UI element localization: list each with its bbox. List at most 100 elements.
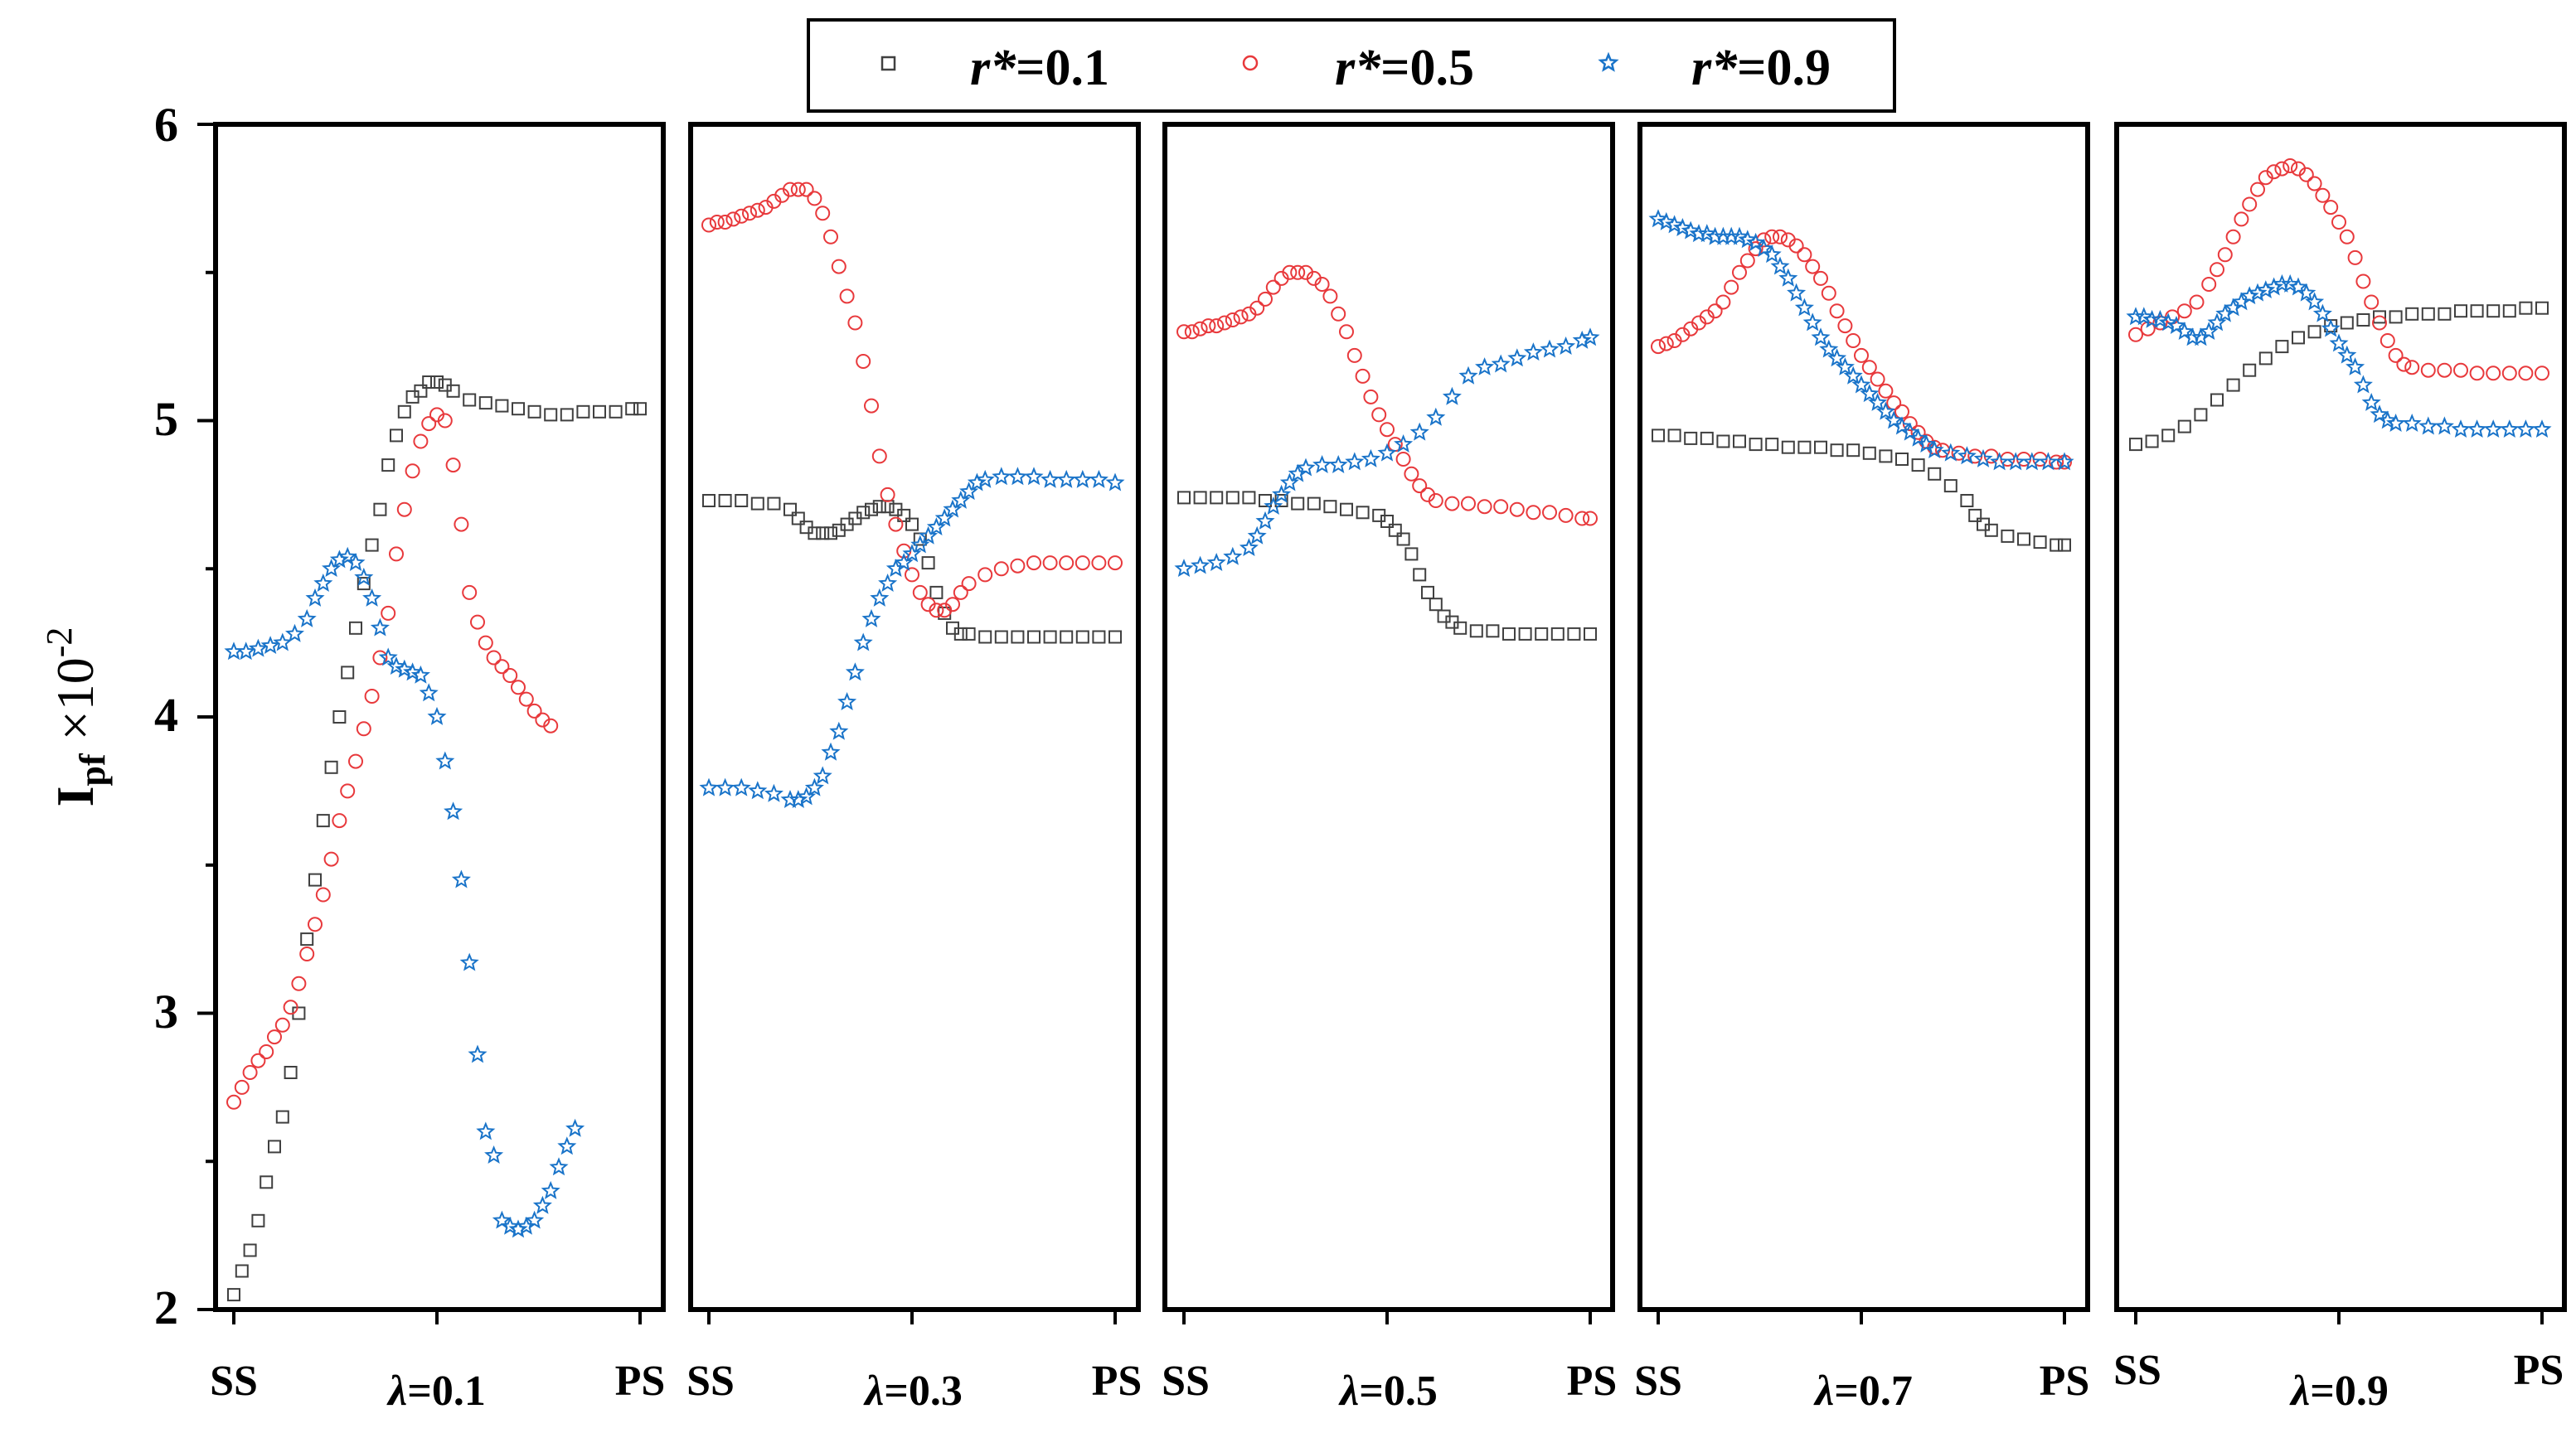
data-point-circle [2225,229,2241,245]
data-point-star [829,721,849,740]
data-point-star [492,1210,512,1229]
legend-label-r05: r*=0.5 [1335,40,1474,96]
data-point-star [699,777,719,796]
data-point-circle [2315,187,2331,203]
legend-marker-square [880,56,896,71]
data-point-square [275,1110,289,1124]
data-point-star [410,665,430,684]
data-point-star [1272,484,1292,503]
data-point-star [2256,280,2276,299]
data-point-star [1794,298,1814,317]
data-point-circle [348,753,363,769]
data-point-circle [511,680,526,695]
data-point-star [919,525,939,545]
data-point-square [824,526,837,540]
data-point-circle [2518,366,2534,381]
data-point-star [2158,312,2178,332]
data-point-square [1984,523,1998,537]
data-point-circle [1331,306,1346,322]
data-point-circle [1404,466,1419,482]
data-point-square [2373,310,2386,324]
data-point-circle [1805,259,1821,274]
data-point-circle [1813,270,1828,286]
data-point-square [1652,428,1665,443]
data-point-circle [2355,274,2371,289]
data-point-square [1307,496,1321,511]
data-point-circle [470,614,485,630]
data-point-star [2207,312,2227,332]
data-point-square [251,1213,265,1227]
data-point-star [992,467,1011,486]
data-point-circle [2217,247,2233,263]
y-tick-label: 3 [154,985,178,1039]
data-point-circle [1184,324,1200,340]
data-point-circle [2201,277,2217,292]
data-point-circle [267,1029,282,1045]
data-point-star [557,1136,577,1155]
data-point-star [248,638,268,657]
data-point-circle [259,1044,274,1059]
data-point-square [1879,449,1893,463]
data-point-star [2361,392,2381,411]
data-point-square [373,502,387,516]
data-point-star [1361,448,1380,467]
panel-ps-label: PS [1092,1358,1142,1405]
data-point-square [978,630,992,644]
data-point-circle [1732,264,1747,280]
data-point-star [2199,322,2219,341]
data-point-star [2022,452,2042,471]
data-point-circle [1658,336,1674,351]
data-point-star [1507,348,1527,367]
data-point-circle [807,191,822,206]
legend-label-r01: r*=0.1 [970,40,1109,96]
data-point-circle [1380,422,1395,438]
data-point-square [1943,479,1957,493]
data-point-square [767,496,781,511]
data-point-circle [2189,294,2205,310]
data-point-circle [945,597,960,612]
data-point-star [2248,283,2268,302]
data-point-star [1105,472,1125,491]
data-point-square [2519,301,2533,315]
data-point-star [788,789,808,808]
data-point-circle [2176,303,2192,319]
panel-ss-label: SS [1634,1358,1682,1405]
data-point-square [929,585,944,599]
data-point-square [544,408,558,422]
data-point-circle [839,288,855,304]
data-point-square [2161,428,2176,443]
panel-lambda-label: λ=0.7 [1813,1368,1913,1415]
data-point-square [560,408,574,422]
data-point-star [1328,454,1348,473]
data-point-star [1811,327,1831,346]
data-point-star [1884,410,1904,429]
data-point-star [2329,333,2349,352]
data-point-star [1312,454,1332,473]
panel-ss-label: SS [1162,1358,1210,1405]
data-point-square [1830,443,1844,458]
panel-lambda-label: λ=0.9 [2289,1368,2389,1415]
data-point-star [1835,357,1855,375]
data-point-circle [1861,360,1877,375]
legend: r*=0.1 r*=0.5 r*=0.9 [807,18,1896,113]
data-point-star [1394,433,1414,453]
data-point-square [921,556,935,570]
data-point-star [1770,256,1790,275]
data-point-circle [725,211,741,227]
data-point-star [1665,215,1685,234]
data-point-square [816,526,830,540]
data-point-square [1749,438,1763,452]
data-point-square [865,502,878,516]
data-point-star [837,691,857,710]
data-point-square [1797,440,1812,454]
data-point-star [894,552,914,571]
legend-box [807,18,1896,113]
data-point-star [525,1210,545,1229]
data-point-circle [1526,505,1541,520]
data-point-star [845,662,865,681]
data-point-square [1075,630,1089,644]
data-point-square [905,517,919,531]
data-point-circle [750,202,765,218]
data-point-star [1860,384,1880,403]
